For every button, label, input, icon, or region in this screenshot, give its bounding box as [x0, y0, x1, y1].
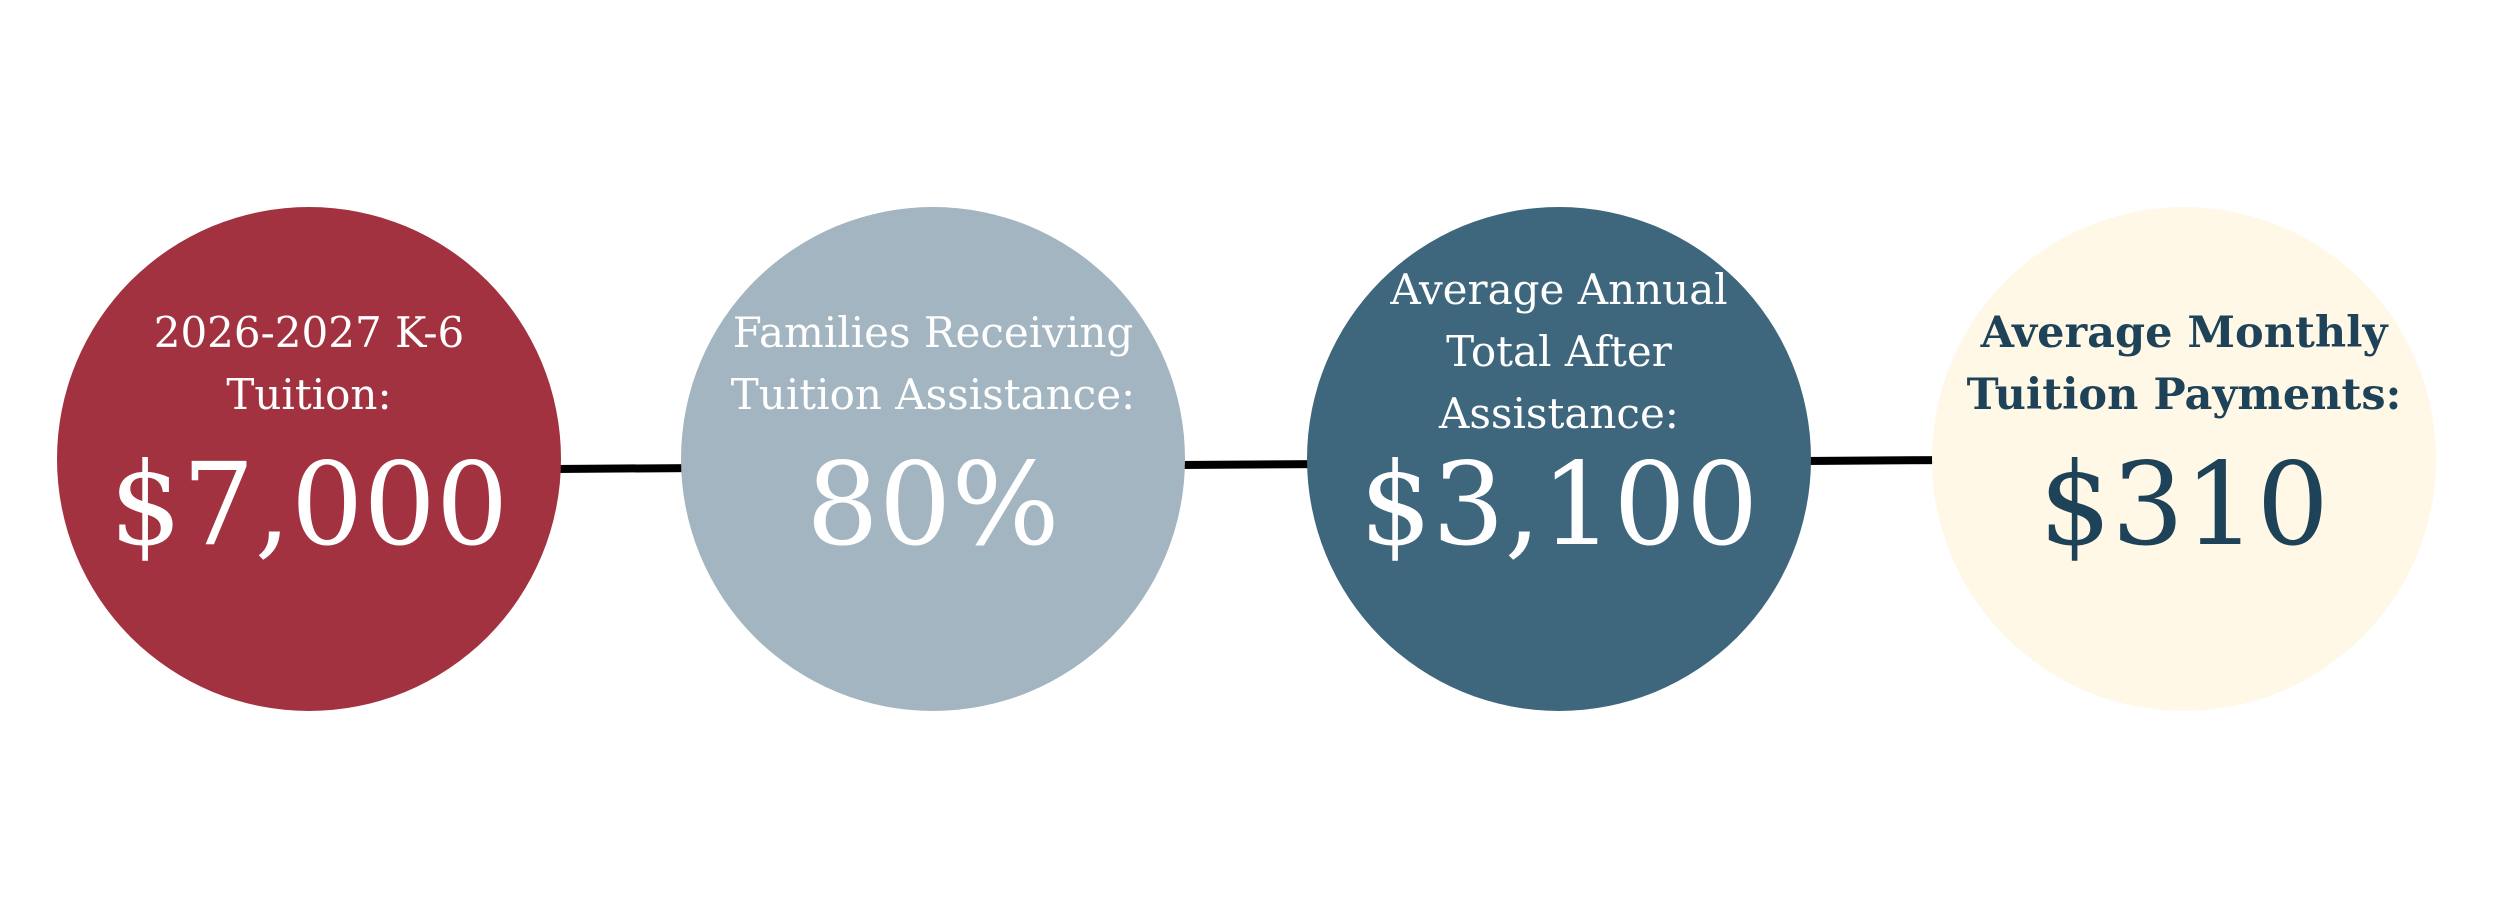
- stat-label-line: Average Annual: [1390, 265, 1728, 314]
- stat-label-line: Families Receiving: [732, 308, 1134, 357]
- stat-label-line: Tuition:: [226, 370, 392, 419]
- stat-label-line: 2026-2027 K-6: [153, 308, 465, 357]
- stat-label: Families Receiving Tuition Assistance:: [681, 302, 1185, 426]
- stat-label: 2026-2027 K-6 Tuition:: [57, 302, 561, 426]
- stat-circle-tuition: 2026-2027 K-6 Tuition: $7,000: [57, 207, 561, 711]
- stat-value: 80%: [806, 438, 1060, 571]
- stat-label-line: Total After: [1446, 327, 1672, 376]
- stat-value: $3,100: [1359, 438, 1759, 571]
- stat-label-line: Average Monthly: [1980, 308, 2388, 358]
- stat-label: Average Monthly Tuition Payments:: [1932, 302, 2436, 426]
- stat-circle-families-assistance: Families Receiving Tuition Assistance: 8…: [681, 207, 1185, 711]
- stat-label: Average Annual Total After Assistance:: [1307, 259, 1811, 445]
- stat-circle-monthly-payments: Average Monthly Tuition Payments: $310: [1932, 207, 2436, 711]
- stat-label-line: Assistance:: [1439, 389, 1679, 438]
- stat-label-line: Tuition Assistance:: [730, 370, 1136, 419]
- stat-value: $7,000: [109, 438, 509, 571]
- connector-line-1: [554, 464, 688, 473]
- connector-line-2: [1179, 460, 1314, 469]
- stat-label-line: Tuition Payments:: [1966, 370, 2402, 420]
- stat-circle-annual-after-assistance: Average Annual Total After Assistance: $…: [1307, 207, 1811, 711]
- stat-value: $310: [2038, 438, 2330, 571]
- connector-line-3: [1804, 456, 1939, 465]
